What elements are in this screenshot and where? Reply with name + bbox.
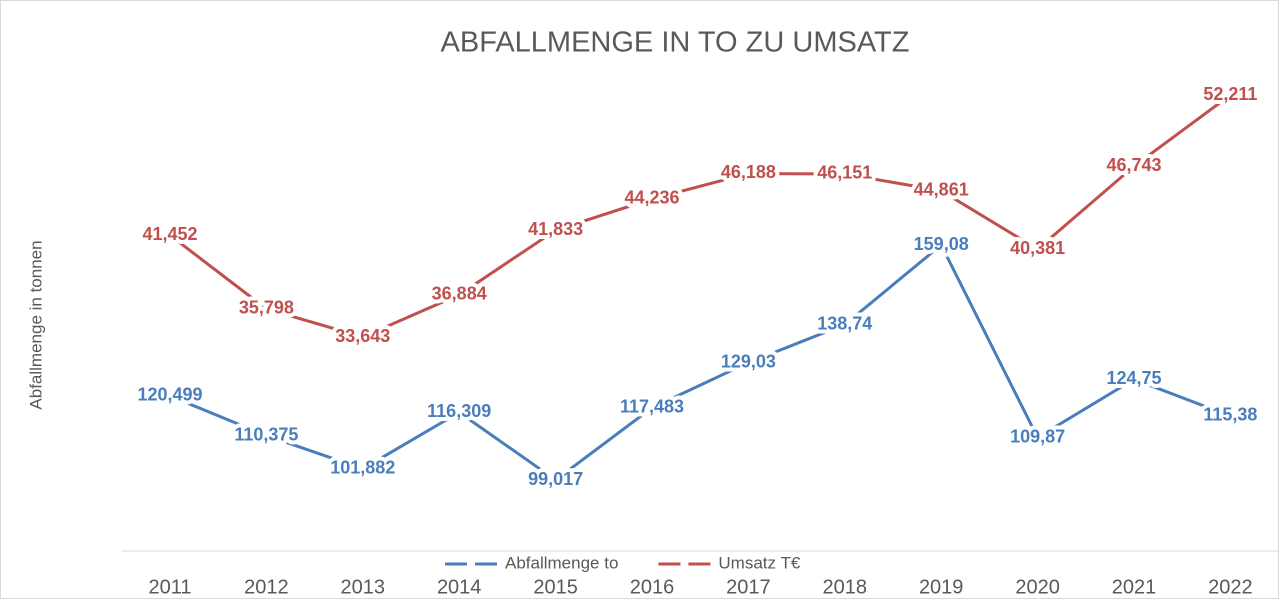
x-tick-label: 2019 [919, 576, 964, 598]
data-label: 117,483 [620, 397, 684, 417]
data-label: 52,211 [1203, 84, 1257, 104]
legend-label: Abfallmenge to [505, 553, 618, 572]
x-tick-label: 2015 [533, 576, 578, 598]
data-label: 46,743 [1106, 155, 1161, 175]
line-series [169, 93, 1232, 339]
data-label: 124,75 [1106, 368, 1161, 388]
data-label: 101,882 [330, 458, 395, 478]
data-label: 109,87 [1010, 426, 1065, 446]
data-label: 41,833 [528, 219, 583, 239]
data-label: 36,884 [432, 284, 487, 304]
data-label: 129,03 [721, 351, 776, 371]
y-axis-title: Abfallmenge in tonnen [26, 240, 45, 409]
data-label: 115,38 [1203, 405, 1257, 425]
data-label: 46,188 [721, 162, 776, 182]
x-tick-label: 2021 [1112, 576, 1157, 598]
data-label: 110,375 [234, 424, 298, 444]
line-series [169, 242, 1231, 482]
chart-title: ABFALLMENGE IN TO ZU UMSATZ [441, 27, 910, 59]
data-label: 116,309 [427, 401, 491, 421]
x-tick-label: 2016 [630, 576, 675, 598]
x-tick-label: 2017 [726, 576, 771, 598]
x-tick-label: 2013 [341, 576, 386, 598]
legend-label: Umsatz T€ [718, 553, 800, 572]
data-label: 44,861 [914, 180, 969, 200]
x-tick-label: 2011 [148, 576, 191, 598]
data-label: 138,74 [817, 313, 872, 333]
x-tick-label: 2012 [244, 576, 289, 598]
data-label: 120,499 [137, 385, 202, 405]
data-label: 41,452 [142, 224, 197, 244]
data-label: 99,017 [528, 469, 583, 489]
data-label: 40,381 [1010, 238, 1065, 258]
x-tick-label: 2020 [1015, 576, 1060, 598]
data-label: 33,643 [335, 326, 390, 346]
data-label: 35,798 [239, 298, 294, 318]
x-tick-label: 2022 [1208, 576, 1253, 598]
data-label: 159,08 [914, 234, 969, 254]
x-tick-label: 2014 [437, 576, 482, 598]
data-label: 46,151 [817, 163, 872, 183]
data-label: 44,236 [624, 188, 679, 208]
x-tick-label: 2018 [823, 576, 868, 598]
